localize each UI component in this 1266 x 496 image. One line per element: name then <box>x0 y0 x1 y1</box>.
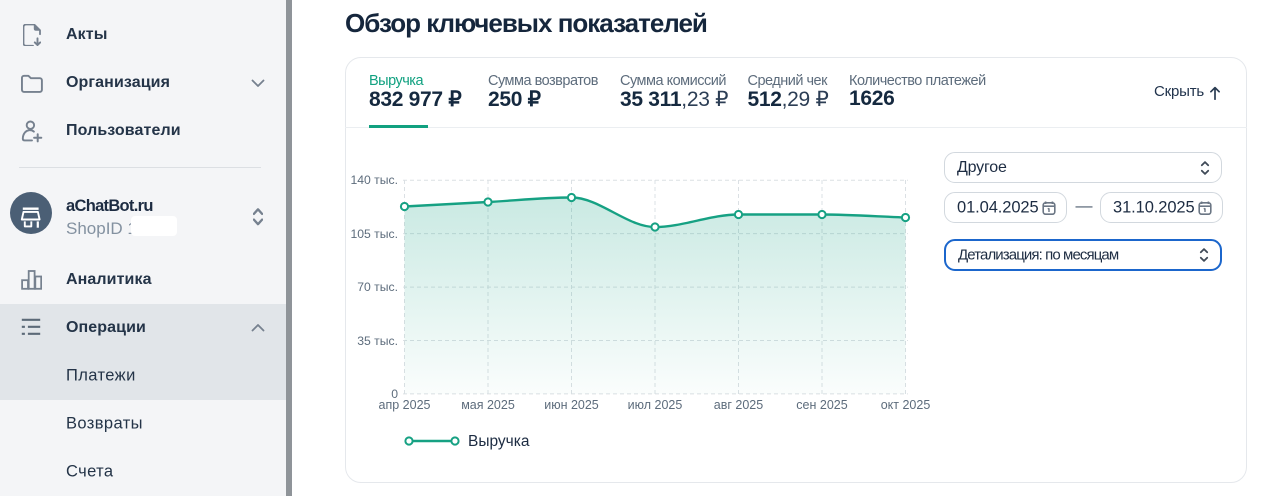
svg-text:июл 2025: июл 2025 <box>628 398 683 412</box>
svg-text:сен 2025: сен 2025 <box>796 398 847 412</box>
svg-text:мая 2025: мая 2025 <box>461 398 515 412</box>
svg-text:105 тыс.: 105 тыс. <box>350 227 398 241</box>
svg-text:35 тыс.: 35 тыс. <box>357 334 398 348</box>
svg-text:авг 2025: авг 2025 <box>714 398 763 412</box>
svg-text:окт 2025: окт 2025 <box>881 398 931 412</box>
svg-text:июн 2025: июн 2025 <box>544 398 599 412</box>
svg-text:70 тыс.: 70 тыс. <box>357 280 398 294</box>
svg-text:0: 0 <box>391 387 398 401</box>
svg-text:140 тыс.: 140 тыс. <box>350 173 398 187</box>
svg-text:Выручка: Выручка <box>468 433 530 450</box>
svg-text:апр 2025: апр 2025 <box>379 398 431 412</box>
